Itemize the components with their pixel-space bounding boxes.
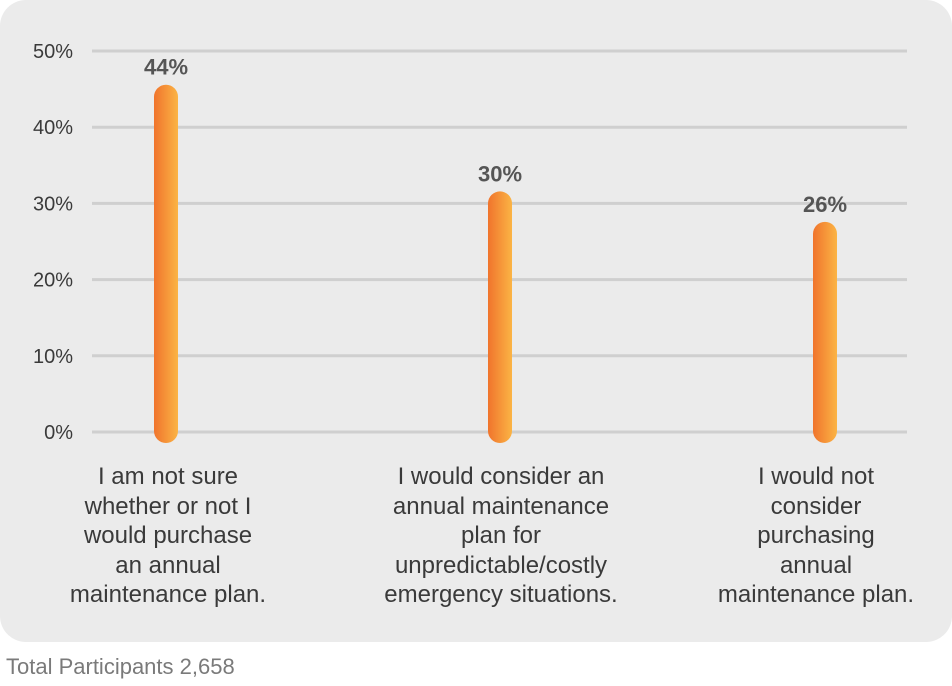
category-label-would-not-consider: I would not consider purchasing annual maint… <box>690 462 942 610</box>
y-tick-label: 30% <box>33 193 73 215</box>
category-label-line: I would consider an <box>397 463 605 490</box>
category-label-line: emergency situations. <box>384 581 618 608</box>
y-tick-label: 40% <box>33 117 73 139</box>
category-label-would-consider: I would consider an annual maintenance pla… <box>356 462 646 610</box>
category-label-line: plan for <box>460 522 542 549</box>
data-label: 26% <box>803 192 847 217</box>
category-label-line: an annual <box>115 551 221 579</box>
category-label-line: annual <box>779 551 853 579</box>
category-label-line: maintenance plan. <box>717 581 915 608</box>
chart-card: 0% 10% 20% 30% 40% 50% 44% 30% 26% I am not sur… <box>0 0 952 642</box>
bar-chart: 0% 10% 20% 30% 40% 50% 44% 30% 26% <box>33 41 907 444</box>
bars <box>154 84 837 443</box>
data-label: 44% <box>144 55 188 80</box>
bar <box>154 84 178 443</box>
category-label-line: whether or not I <box>84 492 252 520</box>
category-label-line: would purchase <box>83 522 253 549</box>
category-label-line: unpredictable/costly <box>394 551 608 579</box>
y-tick-label: 10% <box>33 346 73 368</box>
y-axis-tick-labels: 0% 10% 20% 30% 40% 50% <box>33 41 73 444</box>
total-participants-note: Total Participants 2,658 <box>6 654 235 679</box>
y-tick-label: 20% <box>33 270 73 292</box>
bar <box>488 191 512 443</box>
category-label-line: I am not sure <box>97 463 239 490</box>
category-label-line: purchasing <box>757 522 875 549</box>
y-tick-label: 0% <box>44 422 73 444</box>
category-label-line: consider <box>770 492 862 520</box>
data-label: 30% <box>478 161 522 186</box>
category-label-line: annual maintenance <box>392 492 610 520</box>
y-tick-label: 50% <box>33 41 73 63</box>
category-label-line: maintenance plan. <box>69 581 267 608</box>
category-label-line: I would not <box>757 463 875 490</box>
data-labels: 44% 30% 26% <box>144 55 847 217</box>
bar <box>813 221 837 443</box>
